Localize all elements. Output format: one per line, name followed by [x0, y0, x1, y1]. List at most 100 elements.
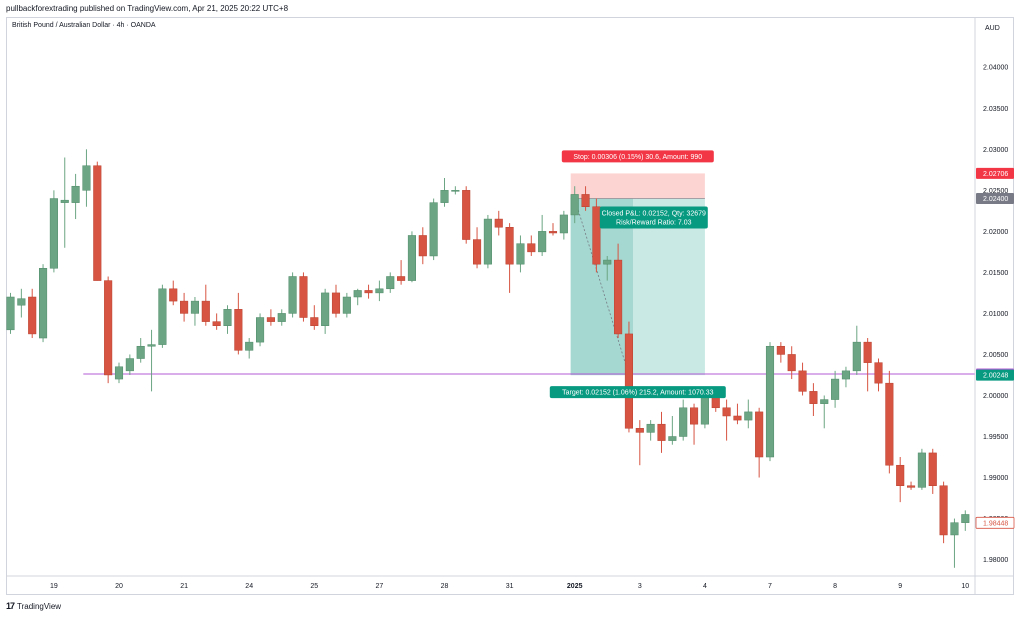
- pnl-label-line1: Closed P&L: 0.02152, Qty: 32679: [602, 211, 706, 218]
- candle-body: [755, 411, 764, 458]
- candle-body: [397, 276, 406, 281]
- candle-body: [93, 165, 102, 281]
- candle-body: [299, 276, 308, 318]
- candle-body: [407, 235, 416, 281]
- candle-body: [494, 218, 503, 228]
- target-label: Target: 0.02152 (1.06%) 215.2, Amount: 1…: [562, 390, 713, 397]
- candle-body: [646, 423, 655, 433]
- candle-body: [223, 309, 232, 326]
- stop-label-bg: [561, 150, 714, 163]
- candle-body: [733, 415, 742, 421]
- candle-body: [820, 399, 829, 404]
- footer-brand: TradingView: [17, 601, 62, 611]
- candle-body: [722, 407, 731, 417]
- candle-body: [950, 522, 959, 536]
- trade-path-line: [574, 198, 630, 376]
- target-label-bg: [549, 386, 726, 399]
- tradingview-footer[interactable]: 17 TradingView: [6, 601, 61, 611]
- time-tick-label: 3: [638, 583, 642, 590]
- candle-body: [635, 428, 644, 433]
- candle-body: [147, 344, 156, 347]
- candle-body: [570, 194, 579, 216]
- candle-body: [809, 391, 818, 404]
- price-axis: 2.04000 2.03500 2.03000 2.02500 2.02000 2.015…: [974, 17, 1015, 595]
- candle-body: [483, 218, 492, 265]
- price-tick-label: 2.03000: [983, 147, 1008, 154]
- candle-body: [104, 280, 113, 376]
- candle-body: [581, 194, 590, 207]
- price-tag-label: 1.98448: [983, 520, 1008, 527]
- price-tick-label: 1.98000: [983, 557, 1008, 564]
- time-tick-label: 28: [441, 583, 449, 590]
- price-tick-label: 2.02000: [983, 229, 1008, 236]
- candle-body: [559, 214, 568, 234]
- time-tick-label: 10: [961, 583, 969, 590]
- time-tick-label: 9: [898, 583, 902, 590]
- candle-body: [744, 411, 753, 421]
- candle-body: [961, 514, 970, 523]
- price-tag: [975, 516, 1015, 529]
- position-zones: [570, 173, 705, 376]
- symbol-title[interactable]: British Pound / Australian Dollar · 4h ·…: [12, 22, 156, 29]
- candle-body: [548, 231, 558, 234]
- candle-body: [17, 298, 26, 306]
- candle-body: [896, 464, 905, 486]
- price-tag: [976, 369, 1014, 381]
- candle-body: [429, 202, 438, 257]
- candle-body: [516, 243, 525, 265]
- price-tick-label: 1.99000: [983, 475, 1008, 482]
- price-tag-label: 2.02400: [983, 196, 1008, 203]
- pnl-label-line2: Risk/Reward Ratio: 7.03: [616, 220, 692, 227]
- candle-body: [852, 341, 861, 372]
- candle-body: [245, 341, 254, 351]
- candle-body: [277, 313, 286, 322]
- candle-body: [266, 317, 275, 322]
- time-tick-label: 20: [115, 583, 123, 590]
- time-tick-label: 7: [768, 583, 772, 590]
- candle-body: [624, 333, 634, 429]
- candle-body: [657, 423, 666, 441]
- stop-zone: [570, 173, 705, 199]
- candle-body: [82, 165, 91, 191]
- currency-label[interactable]: AUD: [985, 25, 1000, 32]
- candle-body: [787, 354, 796, 372]
- time-tick-label: 24: [245, 583, 253, 590]
- time-tick-label: 25: [310, 583, 318, 590]
- stop-label: Stop: 0.00306 (0.15%) 30.6, Amount: 990: [573, 154, 702, 161]
- candle-body: [158, 288, 167, 345]
- candle-body: [288, 276, 297, 314]
- publisher-header: pullbackforextrading published on Tradin…: [6, 4, 289, 13]
- candle-body: [28, 296, 37, 335]
- candle-body: [798, 370, 807, 392]
- candle-body: [6, 296, 15, 331]
- price-tag-label: 2.00248: [983, 373, 1008, 380]
- time-axis: 19 20 21 24 25 27 28 31 2025 3 4 7 8 9 10: [6, 575, 1014, 590]
- candle-body: [765, 345, 775, 458]
- candle-body: [136, 345, 145, 359]
- candle-body: [125, 358, 134, 372]
- candle-body: [190, 300, 199, 314]
- candle-body: [473, 239, 482, 265]
- candle-body: [462, 190, 471, 240]
- pnl-label-bg: [599, 206, 708, 229]
- price-tag-label: 2.02706: [983, 171, 1008, 178]
- candle-body: [614, 259, 623, 335]
- candle-body: [353, 290, 362, 298]
- price-tick-label: 1.99500: [983, 434, 1008, 441]
- candle-body: [505, 227, 514, 265]
- candle-body: [331, 292, 341, 314]
- price-tick-label: 2.04000: [983, 65, 1008, 72]
- candle-body: [364, 290, 373, 294]
- candle-body: [39, 268, 48, 339]
- candle-body: [321, 292, 330, 326]
- position-labels: Stop: 0.00306 (0.15%) 30.6, Amount: 990 T…: [549, 150, 726, 399]
- candle-body: [440, 190, 449, 203]
- candle-body: [386, 276, 395, 290]
- price-tick-label: 2.00000: [983, 393, 1008, 400]
- price-tag: [976, 193, 1014, 205]
- candle-body: [690, 407, 699, 425]
- candle-body: [342, 296, 351, 314]
- candle-body: [831, 378, 840, 400]
- time-tick-label: 21: [180, 583, 188, 590]
